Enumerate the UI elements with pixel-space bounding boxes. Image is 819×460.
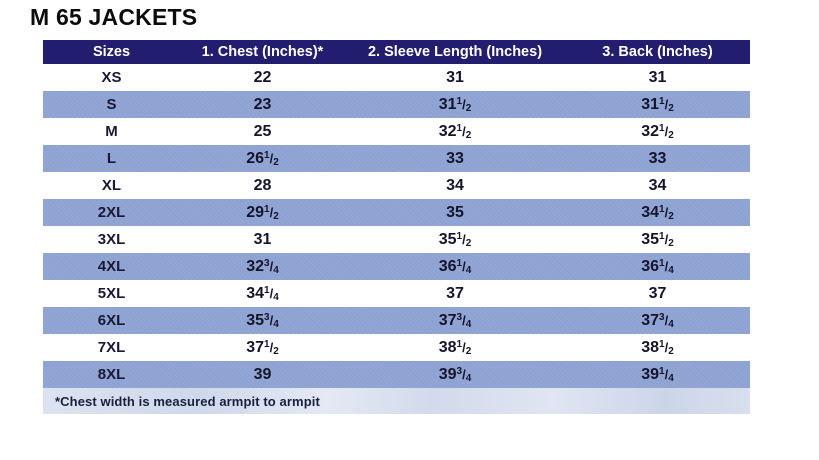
page-title: M 65 JACKETS [30, 4, 198, 30]
sleeve-cell: 35 [446, 203, 464, 221]
back-cell: 373/4 [641, 311, 674, 330]
size-chart-table: Sizes 1. Chest (Inches)* 2. Sleeve Lengt… [43, 40, 750, 414]
back-cell: 34 [648, 176, 667, 194]
chest-cell: 31 [253, 230, 272, 248]
column-header-chest: 1. Chest (Inches)* [201, 44, 324, 60]
back-cell: 391/4 [641, 365, 674, 384]
size-cell: 4XL [97, 258, 126, 275]
back-cell: 321/2 [641, 122, 674, 141]
back-cell: 31 [648, 68, 667, 86]
sleeve-cell: 34 [446, 176, 464, 194]
footnote-text: *Chest width is measured armpit to armpi… [55, 393, 320, 409]
chest-cell: 28 [253, 176, 272, 194]
sleeve-cell: 381/2 [438, 338, 472, 357]
table-row: 5XL 341/4 37 37 [43, 280, 750, 307]
table-row: M 25 321/2 321/2 [43, 118, 750, 145]
sleeve-cell: 33 [446, 149, 464, 167]
size-cell: L [106, 150, 117, 167]
sleeve-cell: 361/4 [438, 257, 472, 276]
table-row: S 23 311/2 311/2 [43, 91, 750, 118]
column-header-back: 3. Back (Inches) [602, 44, 713, 60]
size-cell: 6XL [97, 312, 126, 329]
size-cell: M [105, 123, 118, 140]
table-row: L 261/2 33 33 [43, 145, 750, 172]
size-cell: 8XL [97, 366, 126, 383]
table-row: 7XL 371/2 381/2 381/2 [43, 334, 750, 361]
back-cell: 33 [648, 149, 667, 167]
sleeve-cell: 31 [446, 68, 464, 86]
chest-cell: 291/2 [246, 203, 279, 222]
table-header-row: Sizes 1. Chest (Inches)* 2. Sleeve Lengt… [43, 40, 750, 64]
size-cell: 3XL [97, 231, 126, 248]
back-cell: 37 [648, 284, 667, 302]
size-cell: 5XL [97, 285, 126, 302]
column-header-sizes: Sizes [92, 44, 131, 60]
table-row: 2XL 291/2 35 341/2 [43, 199, 750, 226]
size-cell: S [106, 96, 117, 113]
size-cell: 2XL [97, 204, 126, 221]
sleeve-cell: 321/2 [438, 122, 472, 141]
chest-cell: 323/4 [246, 257, 279, 276]
chest-cell: 39 [253, 365, 272, 383]
chest-cell: 261/2 [246, 149, 279, 168]
chest-cell: 25 [253, 122, 272, 140]
chest-cell: 353/4 [246, 311, 279, 330]
back-cell: 341/2 [641, 203, 674, 222]
size-cell: 7XL [97, 339, 126, 356]
chest-cell: 22 [253, 68, 272, 86]
chest-cell: 341/4 [246, 284, 279, 303]
table-row: 6XL 353/4 373/4 373/4 [43, 307, 750, 334]
sleeve-cell: 393/4 [438, 365, 472, 384]
sleeve-cell: 37 [446, 284, 464, 302]
table-row: XL 28 34 34 [43, 172, 750, 199]
sleeve-cell: 351/2 [438, 230, 472, 249]
back-cell: 311/2 [641, 95, 674, 114]
chest-cell: 23 [253, 95, 272, 113]
size-cell: XS [101, 69, 122, 86]
table-row: 8XL 39 393/4 391/4 [43, 361, 750, 388]
chest-cell: 371/2 [246, 338, 279, 357]
size-cell: XL [101, 177, 122, 194]
back-cell: 361/4 [641, 257, 674, 276]
sleeve-cell: 311/2 [438, 95, 472, 114]
table-row: 3XL 31 351/2 351/2 [43, 226, 750, 253]
column-header-sleeve: 2. Sleeve Length (Inches) [367, 44, 543, 60]
sleeve-cell: 373/4 [438, 311, 472, 330]
table-body: XS 22 31 31 S 23 311/2 311/2 M 25 321/2 321/2 L 261/2… [43, 64, 750, 388]
back-cell: 351/2 [641, 230, 674, 249]
footnote-bar: *Chest width is measured armpit to armpi… [43, 388, 750, 414]
table-row: 4XL 323/4 361/4 361/4 [43, 253, 750, 280]
back-cell: 381/2 [641, 338, 674, 357]
table-row: XS 22 31 31 [43, 64, 750, 91]
